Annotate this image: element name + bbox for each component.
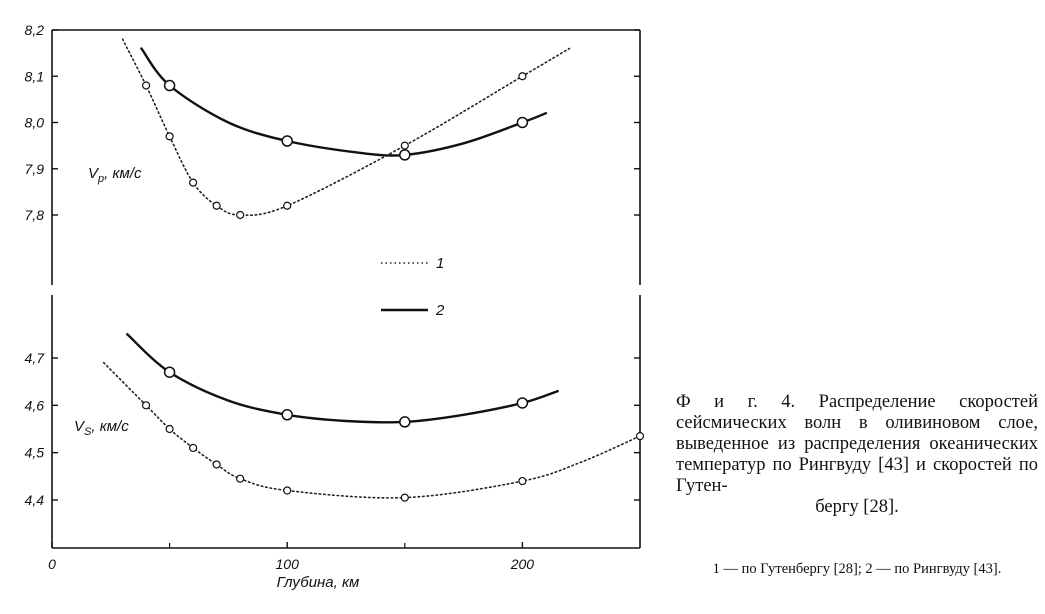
y-tick-label: 4,7 xyxy=(25,350,46,366)
vs-series-1-point xyxy=(236,474,245,483)
caption-legend-note: 1 — по Гутенбергу [28]; 2 — по Рингвуду … xyxy=(712,561,1002,577)
x-tick-label: 0 xyxy=(48,556,56,572)
vs-series-1-point xyxy=(283,486,292,495)
vp-series-2-point xyxy=(516,116,529,129)
vs-series-1-point xyxy=(141,401,151,410)
vs-series-1-point xyxy=(212,460,221,469)
vs-series-1-point xyxy=(165,424,174,434)
vs-series-2-line xyxy=(126,333,559,424)
vs-series-1-line xyxy=(102,361,641,499)
y-tick-label: 8,1 xyxy=(25,68,44,84)
legend-label-1: 1 xyxy=(436,255,444,272)
vs-series-2-point xyxy=(516,397,529,409)
vp-series-1-point xyxy=(189,178,198,187)
vs-axis-label: VS, км/с xyxy=(74,418,129,438)
y-tick-label: 4,6 xyxy=(25,397,45,413)
vp-series-2-point xyxy=(281,135,293,147)
y-tick-label: 4,4 xyxy=(25,492,45,508)
y-tick-label: 8,0 xyxy=(25,115,45,131)
vp-series-1-point xyxy=(236,210,245,220)
vs-series-2-point xyxy=(399,416,411,428)
vs-series-1-point xyxy=(400,493,409,502)
marker-group xyxy=(141,72,645,502)
y-tick-label: 7,8 xyxy=(25,207,45,223)
vp-series-1-point xyxy=(165,132,174,141)
vs-series-1-point xyxy=(189,443,198,453)
vp-series-1-point xyxy=(141,81,151,90)
vp-series-1-point xyxy=(283,201,292,210)
vp-series-2-point xyxy=(163,79,176,92)
vp-series-1-point xyxy=(212,201,221,210)
bottom-panel-ticks: 4,7 4,6 4,5 4,4 0 100 200 xyxy=(25,350,640,572)
legend: 1 2 xyxy=(381,255,445,319)
x-tick-label: 100 xyxy=(276,556,300,572)
vs-series-1-point xyxy=(518,476,527,486)
vs-series-1-point xyxy=(635,432,645,441)
caption-last-line: бергу [28]. xyxy=(815,497,899,517)
y-tick-label: 7,9 xyxy=(25,161,45,177)
x-axis-label: Глубина, км xyxy=(277,574,360,591)
axes-frame xyxy=(51,29,641,549)
x-tick-label: 200 xyxy=(510,556,535,572)
series-group xyxy=(102,38,641,499)
vp-series-2-point xyxy=(399,149,411,161)
y-tick-label: 4,5 xyxy=(25,445,45,461)
vs-series-2-point xyxy=(163,366,176,378)
vp-series-1-point xyxy=(400,141,409,150)
vp-series-2-line xyxy=(140,47,548,157)
vp-series-1-point xyxy=(518,72,527,81)
legend-label-2: 2 xyxy=(435,302,445,319)
caption-main: Ф и г. 4. Распределение скоростей сейсми… xyxy=(676,392,1038,496)
vs-series-2-point xyxy=(281,409,293,421)
vp-series-1-line xyxy=(121,38,571,216)
top-panel-ticks: 8,2 8,1 8,0 7,9 7,8 xyxy=(25,22,640,223)
figure-caption: Ф и г. 4. Распределение скоростей сейсми… xyxy=(676,392,1038,518)
y-tick-label: 8,2 xyxy=(25,22,45,38)
vp-axis-label: Vp, км/с xyxy=(88,165,142,185)
